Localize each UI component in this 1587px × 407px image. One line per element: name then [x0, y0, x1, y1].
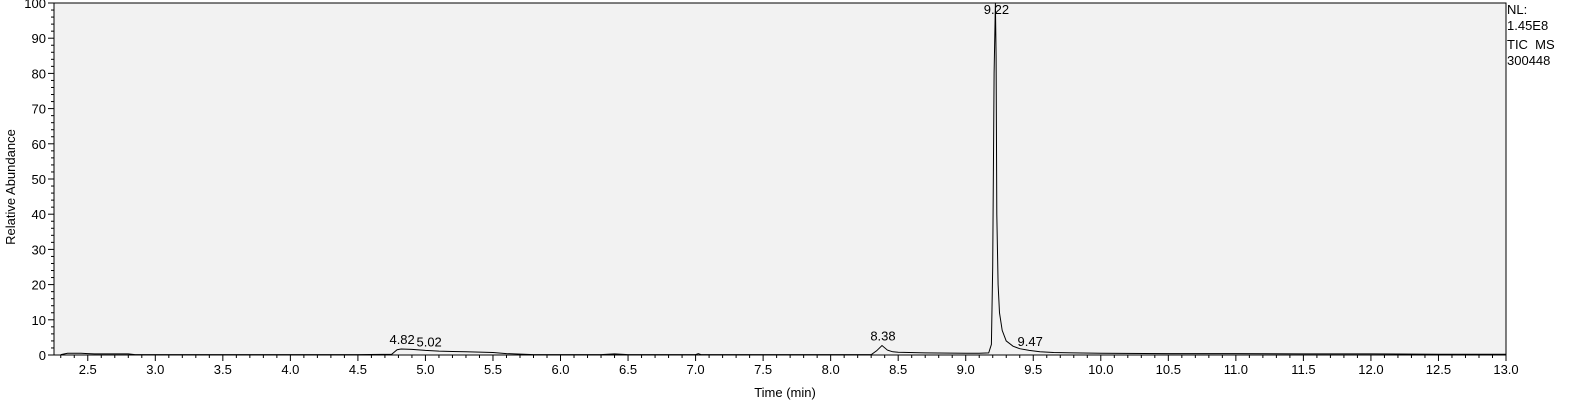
y-tick-label: 50	[32, 172, 46, 187]
axis-tick-labels: 2.5 3.0 3.5 4.0 4.5 5.0 5.5 6.0 6.5 7.0 7.5 8.0 8.5 9…	[24, 0, 1518, 377]
tic-trace-line	[60, 2, 1506, 356]
x-tick-label: 8.5	[889, 362, 907, 377]
peak-label: 4.82	[389, 332, 414, 347]
x-tick-label: 5.0	[416, 362, 434, 377]
x-tick-label: 6.5	[619, 362, 637, 377]
x-tick-label: 5.5	[484, 362, 502, 377]
x-tick-label: 13.0	[1493, 362, 1518, 377]
x-tick-label: 10.5	[1156, 362, 1181, 377]
y-tick-label: 10	[32, 313, 46, 328]
x-tick-label: 3.5	[214, 362, 232, 377]
x-tick-label: 4.0	[281, 362, 299, 377]
y-tick-label: 100	[24, 0, 46, 11]
y-tick-label: 80	[32, 66, 46, 81]
y-tick-label: 30	[32, 242, 46, 257]
sample-id: 300448	[1507, 53, 1551, 68]
x-tick-label: 7.0	[687, 362, 705, 377]
x-tick-label: 12.0	[1358, 362, 1383, 377]
peak-label: 5.02	[416, 334, 441, 349]
x-tick-label: 11.0	[1224, 362, 1248, 377]
y-tick-label: 70	[32, 102, 46, 117]
plot-area	[53, 2, 1507, 356]
y-tick-label: 90	[32, 31, 46, 46]
y-tick-label: 20	[32, 278, 46, 293]
peak-label: 9.47	[1018, 334, 1043, 349]
x-tick-label: 3.0	[146, 362, 164, 377]
x-tick-label: 4.5	[349, 362, 367, 377]
x-tick-label: 11.5	[1291, 362, 1315, 377]
x-tick-label: 10.0	[1088, 362, 1113, 377]
x-tick-label: 9.0	[957, 362, 975, 377]
x-tick-label: 9.5	[1024, 362, 1042, 377]
y-axis-title: Relative Abundance	[3, 129, 18, 245]
normalization-value: 1.45E8	[1507, 18, 1549, 33]
normalization-label: NL:	[1507, 2, 1528, 17]
trace-type-label: TIC MS	[1507, 37, 1555, 52]
x-tick-label: 2.5	[79, 362, 97, 377]
y-tick-label: 0	[39, 348, 46, 363]
peak-label: 9.22	[984, 2, 1009, 17]
x-tick-label: 6.0	[551, 362, 569, 377]
x-axis-title: Time (min)	[754, 385, 816, 400]
x-tick-label: 12.5	[1426, 362, 1451, 377]
x-tick-label: 8.0	[822, 362, 840, 377]
x-tick-label: 7.5	[754, 362, 772, 377]
axis-ticks	[48, 2, 1507, 361]
peak-labels: 4.82 5.02 8.38 9.22 9.47	[389, 2, 1042, 349]
y-tick-label: 60	[32, 137, 46, 152]
peak-label: 8.38	[870, 328, 895, 343]
y-tick-label: 40	[32, 207, 46, 222]
